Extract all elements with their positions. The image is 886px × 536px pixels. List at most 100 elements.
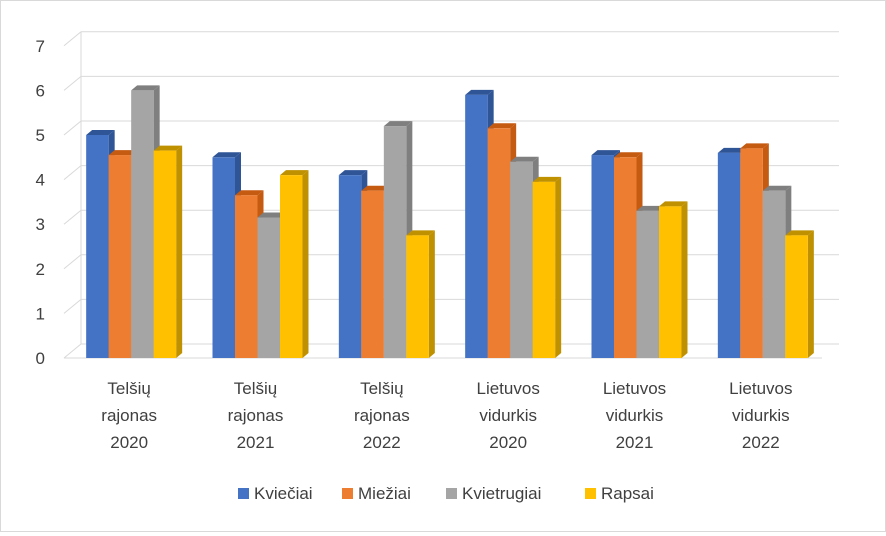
bar-top	[762, 185, 792, 191]
bar-top	[280, 170, 309, 176]
y-axis-ticks: 0 1 2 3 4 5 6 7	[36, 37, 45, 368]
bar-front	[762, 190, 786, 358]
bar-Rapsai-0	[153, 145, 183, 358]
bar-top	[153, 145, 183, 151]
bar-top	[235, 190, 264, 196]
gridline-side	[63, 31, 82, 47]
bar-front	[487, 128, 511, 358]
bar-Rapsai-1	[280, 170, 309, 358]
bar-top	[212, 152, 241, 158]
bar-Rapsai-5	[785, 230, 814, 358]
x-category-label: 2021	[616, 433, 654, 452]
bar-side	[807, 230, 814, 358]
bar-top	[740, 143, 769, 149]
bar-side	[555, 176, 562, 358]
bar-front	[465, 94, 488, 359]
gridline-side	[63, 165, 82, 180]
x-category-label: Telšių	[360, 379, 403, 398]
bar-front	[510, 161, 533, 358]
bar-top	[532, 176, 562, 182]
bar-top	[361, 185, 390, 191]
bar-front	[406, 235, 429, 358]
bar-top	[717, 147, 747, 153]
bar-top	[383, 121, 413, 127]
bar-Rapsai-4	[659, 201, 688, 358]
x-category-label: rajonas	[101, 406, 157, 425]
y-tick-label: 7	[36, 37, 45, 56]
back-wall-gridlines	[63, 31, 839, 359]
x-category-label: Telšių	[234, 379, 277, 398]
x-category-label: vidurkis	[479, 406, 537, 425]
legend-swatch	[342, 488, 353, 499]
x-category-label: 2021	[237, 433, 275, 452]
gridline-side	[63, 254, 82, 270]
x-category-label: rajonas	[354, 406, 410, 425]
gridline-side	[63, 120, 82, 136]
bar-Rapsai-3	[532, 176, 562, 358]
y-tick-label: 5	[36, 126, 45, 145]
x-category-label: Lietuvos	[603, 379, 666, 398]
bar-side	[428, 230, 435, 358]
bar-top	[487, 123, 517, 129]
bar-front	[532, 181, 556, 358]
legend-label: Kviečiai	[254, 484, 313, 503]
bar-front	[383, 126, 407, 358]
bar-front	[740, 148, 763, 358]
y-tick-label: 1	[36, 304, 45, 323]
bar-front	[257, 217, 280, 358]
x-category-label: Telšių	[107, 379, 150, 398]
bar-top	[591, 150, 620, 156]
bar-side	[176, 145, 183, 358]
bar-side	[302, 170, 309, 358]
x-category-label: Lietuvos	[729, 379, 792, 398]
bar-top	[257, 212, 286, 218]
x-category-label: 2022	[742, 433, 780, 452]
bar-Rapsai-2	[406, 230, 435, 358]
y-tick-label: 3	[36, 215, 45, 234]
bar-top	[636, 205, 665, 211]
x-category-label: rajonas	[228, 406, 284, 425]
y-tick-label: 4	[36, 171, 45, 190]
bar-top	[614, 152, 643, 158]
legend: Kviečiai Miežiai Kvietrugiai Rapsai	[238, 484, 654, 503]
legend-swatch	[238, 488, 249, 499]
bar-front	[131, 90, 154, 359]
x-category-label: 2022	[363, 433, 401, 452]
legend-label: Kvietrugiai	[462, 484, 541, 503]
y-tick-label: 2	[36, 260, 45, 279]
bar-top	[338, 170, 368, 176]
bar-front	[235, 195, 258, 358]
bar-front	[108, 155, 132, 358]
legend-label: Rapsai	[601, 484, 654, 503]
bar-front	[591, 155, 614, 358]
bar-top	[785, 230, 814, 236]
bar-front	[785, 235, 808, 358]
gridline-side	[63, 76, 82, 91]
bar-front	[717, 152, 741, 358]
bar-front	[338, 175, 362, 358]
bar-top	[406, 230, 435, 236]
x-axis-labels: Telšių rajonas 2020 Telšių rajonas 2021 Telšių…	[101, 379, 792, 452]
bar-front	[659, 206, 682, 358]
bar-top	[131, 85, 160, 91]
bar-top	[108, 150, 138, 156]
gridline-side	[63, 343, 82, 359]
bar-front	[614, 157, 637, 358]
x-category-label: 2020	[110, 433, 148, 452]
x-category-label: vidurkis	[732, 406, 790, 425]
bar-front	[361, 190, 384, 358]
bar-top	[86, 130, 115, 135]
bar-front	[212, 157, 235, 358]
legend-swatch	[446, 488, 457, 499]
legend-label: Miežiai	[358, 484, 411, 503]
bar-top	[659, 201, 688, 207]
gridline-side	[63, 209, 82, 225]
y-tick-label: 6	[36, 81, 45, 100]
bar-series	[86, 85, 814, 359]
y-tick-label: 0	[36, 349, 45, 368]
legend-swatch	[585, 488, 596, 499]
gridline-side	[63, 299, 82, 314]
x-category-label: vidurkis	[606, 406, 664, 425]
